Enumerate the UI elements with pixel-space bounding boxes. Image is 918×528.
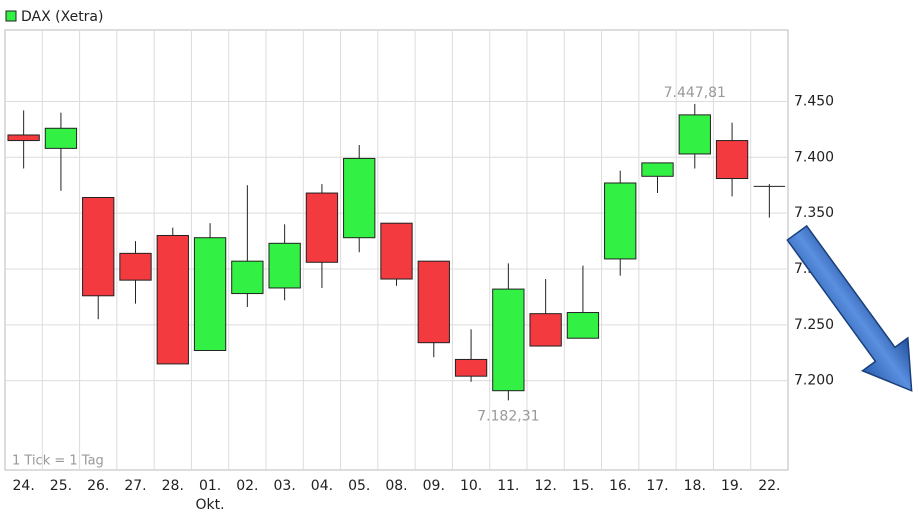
y-tick-label: 7.200 xyxy=(794,373,834,389)
x-tick-label: 17. xyxy=(646,478,668,494)
candle-body xyxy=(44,127,78,149)
candle-body xyxy=(604,182,637,260)
candle-body xyxy=(305,192,339,263)
y-tick-label: 7.450 xyxy=(794,93,834,109)
candle-body xyxy=(119,252,152,281)
candle-body xyxy=(529,313,562,347)
low-value-label: 7.182,31 xyxy=(477,408,539,424)
candle-body xyxy=(7,134,40,142)
x-tick-label: 11. xyxy=(497,478,519,494)
candle-body xyxy=(380,222,413,280)
trend-arrow xyxy=(786,224,913,392)
x-tick-label: 18. xyxy=(684,478,706,494)
x-tick-label: 01. xyxy=(199,478,221,494)
candle-body xyxy=(715,140,749,180)
candle-body xyxy=(231,260,264,295)
y-tick-label: 7.350 xyxy=(794,205,834,221)
candle-body xyxy=(193,237,227,352)
x-tick-label: 05. xyxy=(348,478,370,494)
x-tick-label: 25. xyxy=(50,478,72,494)
candle-body xyxy=(566,312,600,339)
legend-swatch xyxy=(5,10,17,22)
x-tick-label: 09. xyxy=(423,478,445,494)
x-tick-label: 24. xyxy=(13,478,35,494)
x-month-label: Okt. xyxy=(196,497,225,513)
x-tick-label: 28. xyxy=(162,478,184,494)
x-tick-label: 12. xyxy=(535,478,557,494)
legend-label: DAX (Xetra) xyxy=(21,9,103,25)
high-value-label: 7.447,81 xyxy=(664,85,726,101)
x-tick-label: 04. xyxy=(311,478,333,494)
x-tick-label: 26. xyxy=(87,478,109,494)
candle-body xyxy=(492,288,525,392)
y-tick-label: 7.250 xyxy=(794,317,834,333)
candle-body xyxy=(641,162,674,177)
candle-body xyxy=(454,358,488,377)
y-tick-label: 7.400 xyxy=(794,149,834,165)
x-tick-label: 27. xyxy=(124,478,146,494)
x-tick-label: 19. xyxy=(721,478,743,494)
candle-body xyxy=(268,242,301,289)
x-tick-label: 02. xyxy=(236,478,258,494)
x-tick-label: 03. xyxy=(274,478,296,494)
candle-body xyxy=(156,234,189,365)
plot-frame xyxy=(4,29,789,471)
arrow-shape xyxy=(786,224,913,392)
x-tick-label: 10. xyxy=(460,478,482,494)
candle-body xyxy=(82,197,115,297)
candle-body xyxy=(417,260,450,344)
candle-body xyxy=(343,157,376,239)
x-tick-label: 22. xyxy=(758,478,780,494)
x-tick-label: 08. xyxy=(385,478,407,494)
candle-body xyxy=(678,114,711,155)
x-tick-label: 15. xyxy=(572,478,594,494)
tick-note: 1 Tick = 1 Tag xyxy=(12,454,104,469)
x-tick-label: 16. xyxy=(609,478,631,494)
